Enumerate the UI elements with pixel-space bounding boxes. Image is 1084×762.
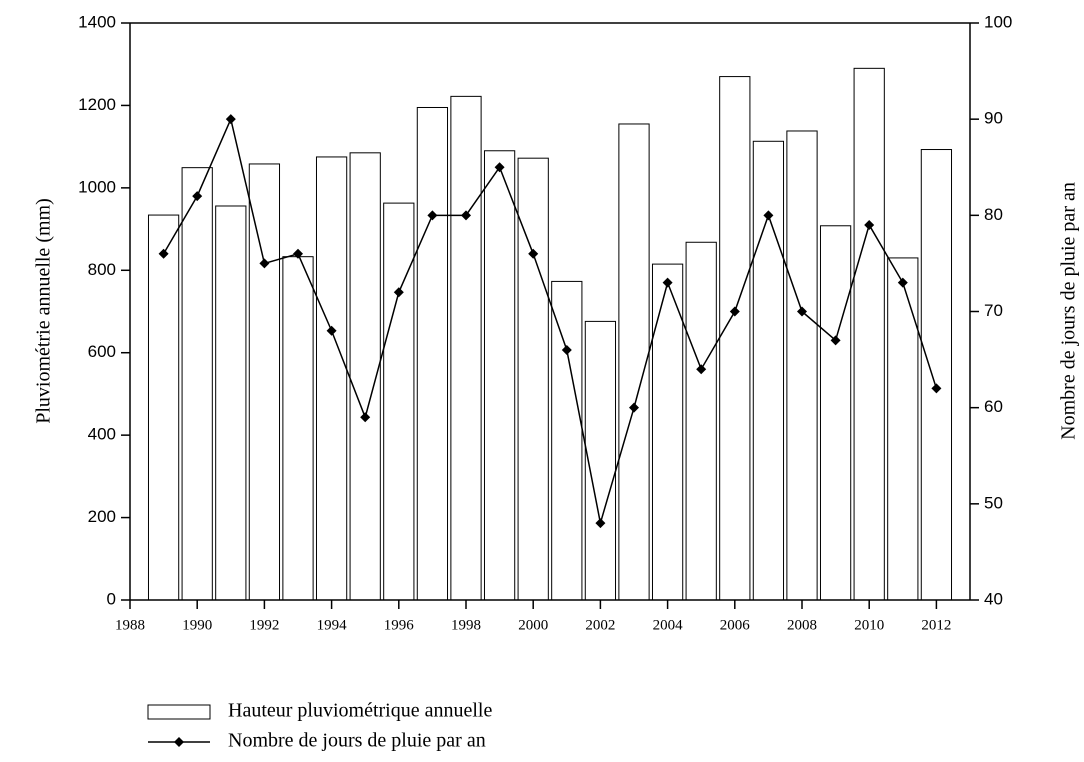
y2-axis-label: Nombre de jours de pluie par an [1058, 182, 1080, 440]
y-tick-label: 0 [107, 589, 116, 608]
marker [259, 258, 270, 269]
marker [293, 248, 303, 259]
bar [685, 241, 717, 601]
marker [427, 210, 438, 221]
y2-tick-label: 80 [984, 205, 1003, 224]
bar [483, 150, 516, 601]
marker [729, 306, 740, 317]
x-tick-label: 1988 [115, 617, 145, 633]
marker [192, 191, 203, 202]
marker [494, 162, 505, 173]
marker [595, 518, 606, 529]
y2-tick-label: 50 [984, 493, 1003, 512]
legend-label: Nombre de jours de pluie par an [228, 730, 486, 752]
marker [360, 412, 371, 423]
bar [819, 225, 852, 601]
marker [561, 344, 572, 355]
x-tick-label: 1990 [182, 617, 212, 633]
bar [853, 67, 885, 601]
marker [662, 277, 673, 288]
marker [931, 383, 942, 394]
bar [517, 157, 549, 601]
bar [887, 257, 919, 601]
marker [696, 364, 707, 375]
y2-tick-label: 70 [984, 301, 1003, 320]
x-tick-label: 1992 [249, 617, 279, 633]
marker [763, 210, 774, 221]
bar [551, 280, 583, 601]
marker [158, 248, 169, 259]
marker [864, 219, 875, 230]
y-tick-label: 1400 [78, 12, 116, 31]
legend-marker [174, 737, 184, 747]
bar [584, 320, 617, 601]
marker [830, 335, 841, 346]
marker [629, 402, 639, 413]
y-tick-label: 800 [88, 260, 116, 279]
bar [181, 167, 213, 601]
x-tick-label: 2004 [653, 617, 684, 633]
x-tick-label: 2000 [518, 617, 548, 633]
bar [349, 152, 381, 601]
legend-label: Hauteur pluviométrique annuelle [228, 700, 492, 722]
marker [797, 306, 807, 317]
bar [147, 214, 180, 601]
bar [786, 130, 818, 601]
marker [461, 210, 471, 221]
x-tick-label: 1998 [451, 617, 481, 633]
y2-tick-label: 40 [984, 589, 1003, 608]
y-tick-label: 400 [88, 425, 116, 444]
y-tick-label: 600 [88, 342, 116, 361]
y2-tick-label: 90 [984, 109, 1003, 128]
bar [315, 156, 348, 601]
x-tick-label: 2008 [787, 617, 817, 633]
x-tick-label: 1994 [317, 617, 348, 633]
x-tick-label: 2006 [720, 617, 751, 633]
bar [618, 123, 650, 601]
x-tick-label: 1996 [384, 617, 415, 633]
bar [282, 256, 314, 601]
line [162, 116, 938, 524]
marker [225, 114, 236, 125]
y-tick-label: 1000 [78, 177, 116, 196]
legend-swatch [147, 704, 211, 720]
y-axis-label: Pluviométrie annuelle (mm) [33, 198, 55, 424]
bar [248, 163, 281, 601]
marker [393, 287, 404, 298]
y-tick-label: 1200 [78, 95, 116, 114]
bar [651, 263, 684, 601]
x-tick-label: 2012 [921, 617, 951, 633]
x-tick-label: 2010 [854, 617, 884, 633]
bar [920, 149, 953, 601]
bar [416, 106, 449, 601]
marker [326, 325, 337, 336]
bar [450, 95, 482, 601]
bar [719, 76, 751, 601]
y2-tick-label: 60 [984, 397, 1003, 416]
marker [528, 248, 539, 259]
y2-tick-label: 100 [984, 12, 1012, 31]
marker [897, 277, 908, 288]
x-tick-label: 2002 [585, 617, 615, 633]
bar [383, 202, 415, 601]
bar [752, 140, 785, 601]
y-tick-label: 200 [88, 507, 116, 526]
bar [215, 205, 247, 601]
